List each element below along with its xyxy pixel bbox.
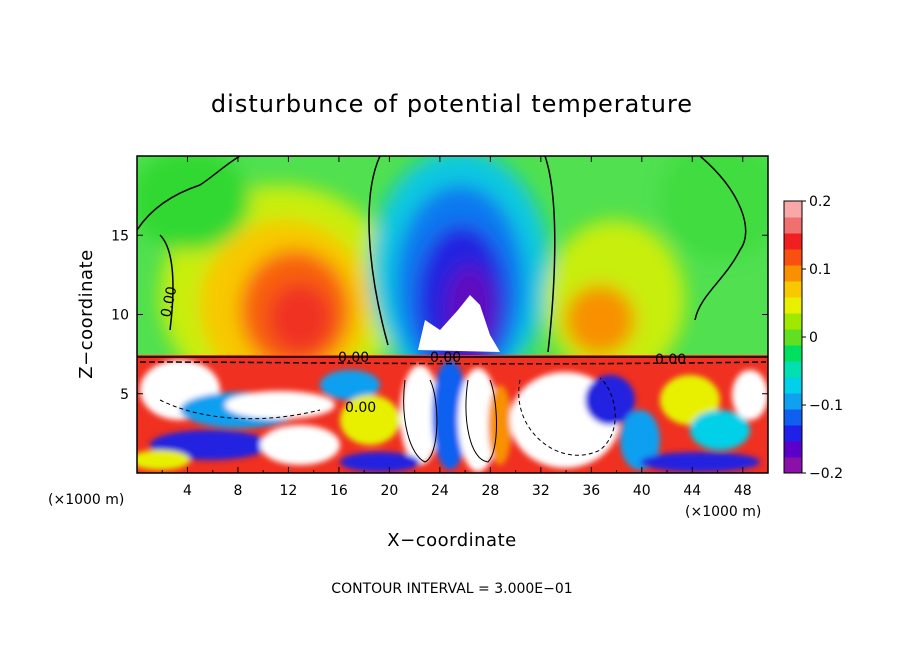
colorbar-swatches (784, 201, 802, 474)
blob (340, 452, 420, 472)
blob (340, 395, 400, 445)
x-tick-label: 12 (280, 483, 298, 499)
colorbar-swatch (784, 281, 802, 298)
lower-layer-blobs (137, 360, 768, 472)
contour-zero-mid-right (544, 156, 556, 353)
blob (640, 452, 760, 472)
contour-interval-note: CONTOUR INTERVAL = 3.000E−01 (331, 581, 572, 597)
x-tick-label: 4 (183, 483, 192, 499)
colorbar-swatch (784, 329, 802, 346)
warm-right-inner (565, 285, 635, 355)
colorbar-swatch (784, 409, 802, 426)
contour-lower (465, 379, 497, 463)
chart-title: disturbunce of potential temperature (211, 90, 693, 118)
blob (488, 385, 512, 465)
contour-lines (137, 156, 768, 365)
contour-zero-left-side (159, 234, 174, 331)
x-tick-label: 36 (582, 483, 600, 499)
x-tick-label: 20 (380, 483, 398, 499)
colorbar-swatch (784, 393, 802, 410)
warm-plume-core (268, 283, 332, 353)
x-axis-ticks: 4 8 12 16 20 24 28 32 36 40 44 48 (161, 156, 752, 499)
blob (432, 360, 468, 470)
x-tick-label: 28 (481, 483, 499, 499)
blob (732, 370, 768, 420)
contour-lower (403, 379, 438, 463)
blob (400, 365, 440, 465)
contour-zero-mid-left (368, 156, 389, 346)
contour-layer-inner (139, 361, 767, 365)
colorbar-swatch (784, 297, 802, 314)
blob (150, 430, 270, 460)
x-axis-label: X−coordinate (387, 530, 516, 551)
colorbar-tick-label: 0.1 (809, 262, 831, 278)
x-unit-left: (×1000 m) (48, 492, 124, 508)
colorbar-swatch (784, 377, 802, 394)
y-tick-label: 15 (111, 228, 129, 244)
contour-zero-left (137, 156, 241, 231)
colorbar-tick-label: 0 (809, 330, 818, 346)
colorbar-tick-label: 0.2 (809, 194, 831, 210)
colorbar-swatch (784, 249, 802, 266)
heatmap-field (137, 156, 768, 473)
colorbar-swatch (784, 313, 802, 330)
blob (225, 391, 335, 419)
x-tick-label: 48 (734, 483, 752, 499)
blob (585, 375, 635, 425)
colorbar-swatch (784, 201, 802, 218)
colorbar-swatch (784, 233, 802, 250)
contour-lower (518, 377, 616, 456)
x-tick-label: 44 (683, 483, 701, 499)
blob (660, 375, 720, 425)
contour-label: 0.00 (338, 350, 369, 366)
blob (137, 450, 190, 470)
y-tick-label: 10 (111, 308, 129, 324)
contour-label: 0.00 (655, 352, 686, 368)
cool-plume-void (418, 295, 500, 352)
colorbar-swatch (784, 345, 802, 362)
blob (620, 410, 660, 470)
colorbar-swatch (784, 425, 802, 442)
x-tick-label: 16 (330, 483, 348, 499)
contour-labels: 0.00 0.00 0.00 0.00 0.00 (158, 285, 686, 416)
colorbar-swatch (784, 457, 802, 474)
x-tick-label: 32 (532, 483, 550, 499)
green-top-right (660, 156, 768, 260)
blob (320, 370, 380, 400)
contour-zero-right (694, 156, 747, 321)
x-tick-label: 8 (233, 483, 242, 499)
blob (690, 410, 750, 450)
contour-lower (159, 399, 321, 420)
colorbar-swatch (784, 217, 802, 234)
colorbar-swatch (784, 265, 802, 282)
green-top-left (137, 156, 250, 250)
blob (458, 368, 498, 472)
contour-label: 0.00 (430, 350, 461, 366)
y-axis-ticks: 5 10 15 (111, 228, 768, 403)
blob (260, 425, 340, 465)
x-unit-right: (×1000 m) (685, 504, 761, 520)
colorbar-swatch (784, 441, 802, 458)
colorbar-tick-label: −0.1 (809, 398, 843, 414)
colorbar: 0.2 0.1 0 −0.1 −0.2 (783, 194, 843, 482)
y-axis-label: Z−coordinate (76, 249, 97, 378)
x-tick-label: 40 (633, 483, 651, 499)
contour-lines-lower (159, 377, 616, 463)
x-tick-label: 24 (431, 483, 449, 499)
contour-label: 0.00 (345, 400, 376, 416)
contour-label: 0.00 (158, 285, 180, 319)
colorbar-swatch (784, 361, 802, 378)
colorbar-tick-label: −0.2 (809, 466, 843, 482)
colorbar-ticks: 0.2 0.1 0 −0.1 −0.2 (802, 194, 843, 482)
y-tick-label: 5 (120, 387, 129, 403)
